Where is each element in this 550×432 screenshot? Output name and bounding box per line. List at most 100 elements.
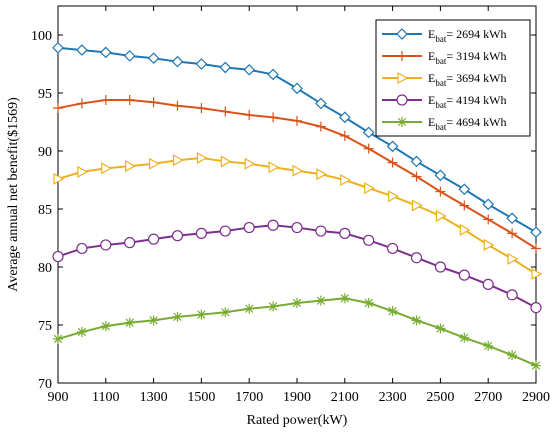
data-point — [316, 168, 328, 181]
data-point — [196, 309, 207, 320]
data-point — [339, 130, 350, 141]
data-point — [364, 182, 375, 195]
data-point — [244, 303, 255, 314]
legend-entry: Ebat= 3194 kWh — [382, 49, 506, 66]
data-point — [387, 242, 399, 255]
legend-label: Ebat= 2694 kWh — [428, 27, 506, 44]
data-point — [172, 311, 183, 322]
legend-label-prefix: E — [428, 71, 435, 85]
legend-marker — [396, 94, 408, 106]
x-tick-label: 1900 — [283, 390, 311, 405]
data-point — [339, 227, 351, 239]
data-point — [531, 360, 541, 371]
x-tick-label: 1700 — [235, 390, 263, 405]
data-point — [459, 223, 471, 236]
axes: 900 1100 1300 1500 1700 1900 2100 2300 2500 2700 2… — [31, 6, 550, 405]
data-point — [506, 212, 518, 225]
data-point — [338, 111, 351, 124]
data-point — [435, 186, 446, 197]
data-point — [363, 297, 374, 308]
data-point — [363, 143, 374, 154]
data-point — [196, 151, 208, 164]
data-point — [76, 242, 88, 255]
series-1 — [52, 41, 542, 239]
data-point — [388, 190, 399, 203]
x-axis-label: Rated power(kW) — [247, 413, 348, 428]
data-point — [100, 94, 111, 105]
legend-label-prefix: E — [428, 115, 435, 129]
data-point — [124, 237, 136, 249]
data-point — [458, 269, 470, 281]
data-point — [410, 155, 423, 168]
data-point — [292, 164, 304, 177]
series-2 — [53, 94, 541, 254]
data-point — [459, 200, 470, 211]
data-point — [292, 297, 302, 308]
x-tick-label: 2100 — [331, 390, 359, 405]
x-tick-label: 2500 — [426, 390, 454, 405]
legend-label-value: = 4694 kWh — [446, 115, 506, 129]
data-point — [340, 173, 352, 187]
y-tick-label: 80 — [38, 261, 52, 276]
series-3 — [53, 151, 543, 280]
legend-label-subscript: bat — [435, 78, 446, 88]
data-point — [434, 169, 447, 182]
data-point — [53, 333, 63, 344]
data-point — [434, 261, 446, 273]
data-point — [123, 50, 136, 62]
x-tick-label: 2700 — [474, 390, 502, 405]
legend-entry: Ebat= 4194 kWh — [382, 93, 506, 110]
data-point — [125, 160, 136, 173]
data-point — [148, 97, 159, 108]
data-point — [411, 171, 422, 182]
data-point — [171, 230, 184, 242]
x-tick-label: 900 — [48, 390, 69, 405]
legend-label-value: = 3194 kWh — [446, 49, 506, 63]
x-tick-label: 1300 — [140, 390, 168, 405]
data-point — [339, 293, 350, 304]
data-point — [507, 228, 518, 239]
data-point — [410, 252, 423, 264]
data-point — [220, 155, 232, 168]
series-4 — [52, 219, 542, 314]
data-point — [483, 214, 494, 225]
legend-entry: Ebat= 4694 kWh — [382, 115, 506, 132]
legend-label-subscript: bat — [435, 100, 446, 110]
data-point — [292, 115, 302, 126]
data-point — [435, 323, 446, 334]
data-point — [52, 41, 64, 54]
data-point — [531, 267, 543, 280]
data-point — [244, 110, 255, 121]
data-point — [220, 106, 231, 117]
legend-marker — [396, 28, 408, 40]
legend-label: Ebat= 3194 kWh — [428, 49, 506, 66]
data-point — [244, 157, 256, 170]
legend-label-prefix: E — [428, 93, 435, 107]
legend-entry: Ebat= 3694 kWh — [382, 71, 506, 88]
y-tick-label: 100 — [31, 29, 52, 44]
data-point — [387, 157, 398, 168]
data-point — [220, 307, 231, 318]
data-point — [219, 225, 231, 237]
data-point — [362, 126, 375, 139]
data-point — [53, 103, 63, 114]
data-point — [124, 94, 135, 105]
data-point — [507, 252, 519, 265]
x-tick-label: 2300 — [379, 390, 407, 405]
data-point — [459, 332, 470, 343]
x-tick-label: 1100 — [92, 390, 119, 405]
data-point — [219, 61, 232, 74]
legend-label: Ebat= 4694 kWh — [428, 115, 506, 132]
data-point — [291, 82, 303, 95]
data-point — [100, 321, 111, 332]
data-point — [411, 315, 422, 326]
legend-entry: Ebat= 2694 kWh — [382, 27, 506, 44]
data-point — [530, 226, 542, 239]
legend-label-prefix: E — [428, 49, 435, 63]
data-point — [386, 140, 399, 153]
data-point — [267, 68, 279, 81]
x-tick-label: 2900 — [522, 390, 550, 405]
data-point — [268, 112, 279, 123]
legend-label-value: = 3694 kWh — [446, 71, 506, 85]
